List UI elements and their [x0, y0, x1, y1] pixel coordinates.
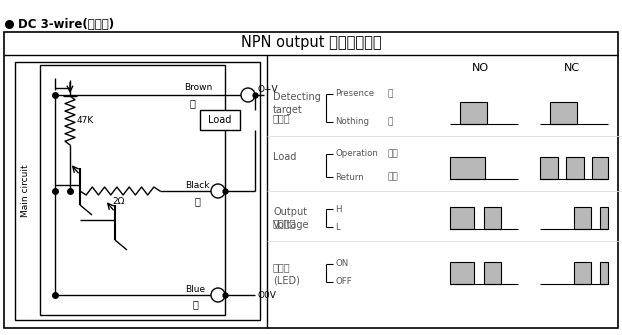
Text: ON: ON: [335, 260, 348, 268]
Bar: [450, 157, 485, 179]
Bar: [566, 157, 584, 179]
Text: NPN output 集电极输出型: NPN output 集电极输出型: [241, 36, 381, 51]
Text: Output
Voltage: Output Voltage: [273, 207, 310, 230]
Text: OFF: OFF: [335, 277, 352, 286]
Bar: [574, 262, 591, 284]
Bar: [4, 32, 618, 328]
Text: 棕: 棕: [190, 98, 196, 108]
Text: 2Ω: 2Ω: [112, 197, 124, 205]
Text: 有: 有: [388, 89, 393, 98]
Bar: [592, 157, 608, 179]
Text: DC 3-wire(三线型): DC 3-wire(三线型): [18, 17, 114, 30]
Text: 检测物: 检测物: [273, 113, 290, 123]
Bar: [550, 102, 577, 124]
Bar: [15, 62, 260, 320]
Text: NO: NO: [471, 63, 488, 73]
Text: Operation: Operation: [335, 149, 378, 158]
Text: 无: 无: [388, 118, 393, 127]
Text: 输出电压: 输出电压: [273, 218, 297, 228]
Text: Load: Load: [208, 115, 231, 125]
Bar: [574, 207, 591, 229]
Bar: [40, 65, 225, 315]
Bar: [600, 207, 608, 229]
Text: 恢复: 恢复: [388, 173, 399, 182]
Text: 黑: 黑: [195, 196, 201, 206]
Text: O+V: O+V: [257, 85, 277, 94]
Text: 动作: 动作: [388, 149, 399, 158]
Text: NC: NC: [564, 63, 580, 73]
Bar: [450, 207, 474, 229]
Circle shape: [211, 288, 225, 302]
Text: Detecting
target: Detecting target: [273, 92, 321, 115]
Text: O0V: O0V: [257, 290, 276, 299]
Text: 47K: 47K: [77, 116, 95, 125]
Text: 蓝: 蓝: [193, 299, 199, 309]
Bar: [484, 262, 501, 284]
Text: Presence: Presence: [335, 89, 374, 98]
Bar: [450, 262, 474, 284]
Circle shape: [211, 184, 225, 198]
Text: L: L: [335, 222, 340, 231]
Bar: [600, 262, 608, 284]
Bar: [200, 110, 240, 130]
Text: Nothing: Nothing: [335, 118, 369, 127]
Bar: [484, 207, 501, 229]
Text: Return: Return: [335, 173, 364, 182]
Text: Brown: Brown: [184, 83, 212, 92]
Text: Main circuit: Main circuit: [22, 165, 30, 217]
Text: Blue: Blue: [185, 284, 205, 293]
Text: Load: Load: [273, 152, 296, 162]
Text: Black: Black: [185, 181, 210, 190]
Bar: [540, 157, 559, 179]
Circle shape: [241, 88, 255, 102]
Text: H: H: [335, 204, 341, 213]
Bar: [460, 102, 488, 124]
Text: 指示灯
(LED): 指示灯 (LED): [273, 262, 300, 285]
